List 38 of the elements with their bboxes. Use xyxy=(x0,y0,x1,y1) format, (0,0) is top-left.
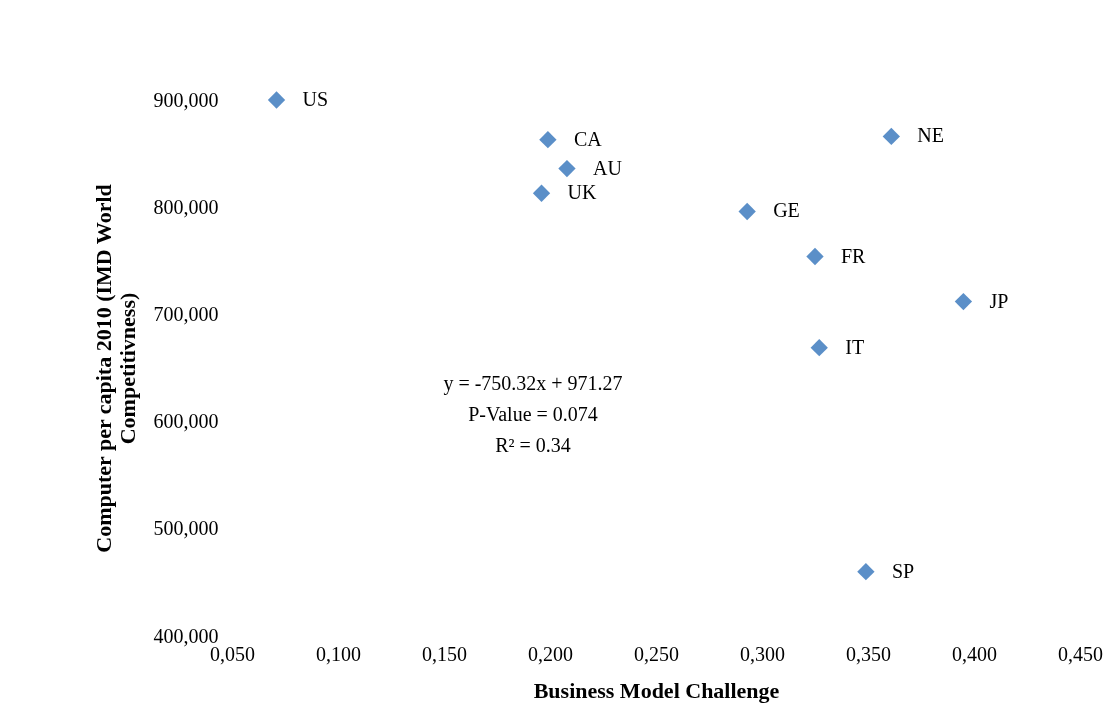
annotation: UK xyxy=(567,181,597,204)
y-tick-label: 800,000 xyxy=(153,195,219,218)
x-tick-label: 0,450 xyxy=(1058,642,1103,665)
annotation: IT xyxy=(845,335,865,358)
annotation: JP xyxy=(989,289,1009,312)
annotation: GE xyxy=(773,199,800,222)
annotation: P-Value = 0.074 xyxy=(468,403,598,425)
x-tick-label: 0,250 xyxy=(634,642,679,665)
y-tick-label: 900,000 xyxy=(153,88,219,111)
x-tick-label: 0,300 xyxy=(740,642,785,665)
y-tick-label: 500,000 xyxy=(153,517,219,540)
annotation: R² = 0.34 xyxy=(495,434,571,456)
point xyxy=(882,127,900,146)
point xyxy=(558,159,576,178)
annotation: AU xyxy=(592,156,623,179)
point xyxy=(532,184,551,202)
point xyxy=(806,247,824,266)
point xyxy=(954,292,973,311)
point xyxy=(857,563,875,581)
x-tick-label: 0,150 xyxy=(422,642,467,665)
annotation: FR xyxy=(841,244,867,267)
y-tick-label: 700,000 xyxy=(153,302,219,325)
annotation: US xyxy=(302,88,329,110)
point xyxy=(539,131,557,149)
point xyxy=(267,91,286,109)
x-tick-label: 0,350 xyxy=(846,642,891,665)
point xyxy=(810,338,828,357)
x-tick-label: 0,200 xyxy=(528,642,573,665)
y-tick-label: 600,000 xyxy=(153,410,219,433)
y-axis-title: Computer per capita 2010 (IMD World Competitivness) xyxy=(90,184,140,553)
x-tick-label: 0,400 xyxy=(952,642,997,665)
annotation: SP xyxy=(891,559,915,582)
point xyxy=(738,202,756,221)
annotation: CA xyxy=(573,127,603,150)
x-axis-title: Business Model Challenge xyxy=(533,677,780,703)
annotation: NE xyxy=(917,124,944,147)
annotation: y = -750.32x + 971.27 xyxy=(443,372,623,395)
x-tick-label: 0,100 xyxy=(316,642,361,665)
